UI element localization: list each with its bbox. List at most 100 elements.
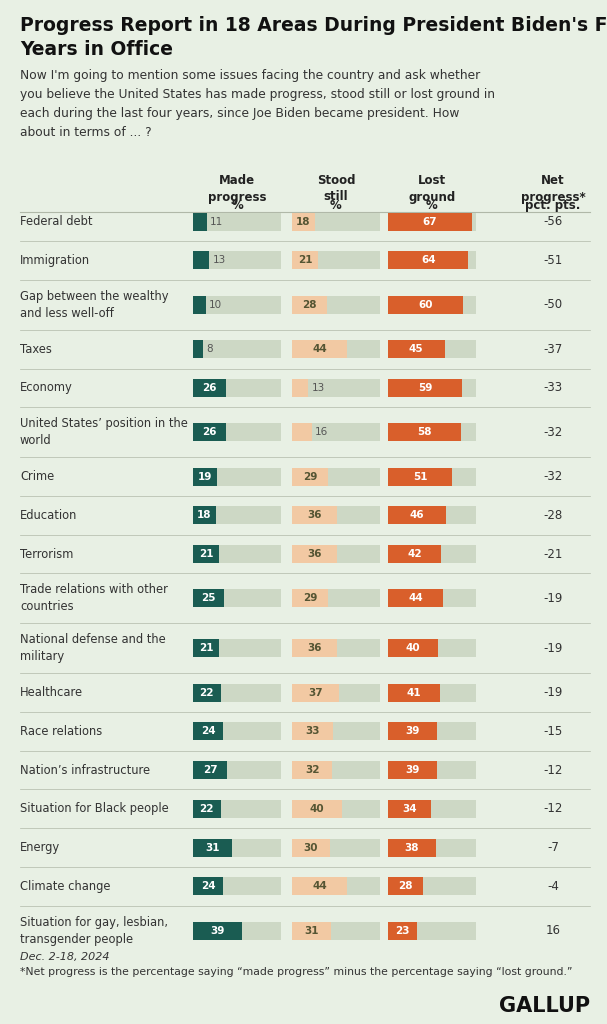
Text: Energy: Energy [20,841,60,854]
Bar [388,252,469,269]
Bar [193,468,281,485]
Bar [193,800,221,818]
Bar [388,839,436,857]
Text: 31: 31 [304,926,319,936]
Text: 36: 36 [307,510,322,520]
Bar [388,722,437,740]
Bar [388,639,476,657]
Text: 58: 58 [417,427,432,437]
Bar [292,878,380,895]
Bar [193,468,217,485]
Bar [292,506,337,524]
Text: Gap between the wealthy
and less well-off: Gap between the wealthy and less well-of… [20,290,169,319]
Text: National defense and the
military: National defense and the military [20,633,166,664]
Text: 13: 13 [311,383,325,393]
Bar [388,296,476,313]
Text: -50: -50 [543,298,563,311]
Bar [292,761,332,779]
Text: -4: -4 [547,880,559,893]
Text: Crime: Crime [20,470,54,483]
Text: GALLUP: GALLUP [499,996,590,1016]
Bar [292,423,380,441]
Bar [388,722,476,740]
Bar [292,213,314,230]
Text: -51: -51 [543,254,563,267]
Bar [388,213,476,230]
Text: 34: 34 [402,804,416,814]
Text: -32: -32 [543,470,563,483]
Text: 46: 46 [410,510,424,520]
Text: 44: 44 [409,593,423,603]
Text: 18: 18 [197,510,212,520]
Text: 40: 40 [310,804,325,814]
Text: Education: Education [20,509,77,522]
Text: Progress Report in 18 Areas During President Biden's Four
Years in Office: Progress Report in 18 Areas During Presi… [20,16,607,59]
Bar [193,922,242,940]
Text: Economy: Economy [20,381,73,394]
Bar [292,468,380,485]
Bar [388,506,446,524]
Bar [193,213,207,230]
Text: -19: -19 [543,686,563,699]
Text: Now I'm going to mention some issues facing the country and ask whether
you beli: Now I'm going to mention some issues fac… [20,69,495,139]
Text: 67: 67 [423,217,438,226]
Bar [388,800,431,818]
Bar [388,340,476,358]
Bar [388,423,461,441]
Bar [292,340,380,358]
Bar [193,722,223,740]
Text: 13: 13 [212,256,226,265]
Text: 37: 37 [308,687,322,697]
Text: -12: -12 [543,803,563,815]
Bar [292,252,380,269]
Bar [193,379,281,397]
Text: Healthcare: Healthcare [20,686,83,699]
Text: 32: 32 [305,765,319,775]
Bar [193,423,281,441]
Text: 21: 21 [298,256,313,265]
Bar [388,296,463,313]
Text: 41: 41 [407,687,421,697]
Bar [193,684,281,701]
Bar [388,684,476,701]
Bar [193,545,281,563]
Bar [388,506,476,524]
Text: 60: 60 [418,300,433,310]
Text: -21: -21 [543,548,563,560]
Bar [388,800,476,818]
Bar [292,213,380,230]
Bar [292,800,342,818]
Bar [292,684,339,701]
Bar [193,839,232,857]
Bar [193,213,281,230]
Bar [193,639,281,657]
Bar [292,878,347,895]
Bar [193,684,221,701]
Bar [388,922,476,940]
Bar [292,839,380,857]
Bar [292,296,380,313]
Text: pct. pts.: pct. pts. [525,199,581,212]
Text: Made
progress: Made progress [208,174,266,204]
Bar [292,639,380,657]
Bar [193,252,281,269]
Text: 36: 36 [307,549,322,559]
Text: 16: 16 [315,427,328,437]
Text: 39: 39 [211,926,225,936]
Text: Terrorism: Terrorism [20,548,73,560]
Bar [292,252,319,269]
Bar [388,761,476,779]
Text: -7: -7 [547,841,559,854]
Text: Dec. 2-18, 2024: Dec. 2-18, 2024 [20,952,109,962]
Text: 45: 45 [409,344,424,354]
Text: *Net progress is the percentage saying “made progress” minus the percentage sayi: *Net progress is the percentage saying “… [20,967,572,977]
Text: 29: 29 [303,472,317,481]
Bar [292,468,328,485]
Text: United States’ position in the
world: United States’ position in the world [20,417,188,447]
Bar [388,252,476,269]
Bar [292,761,380,779]
Bar [193,800,281,818]
Bar [388,468,476,485]
Bar [388,423,476,441]
Text: %: % [231,199,243,212]
